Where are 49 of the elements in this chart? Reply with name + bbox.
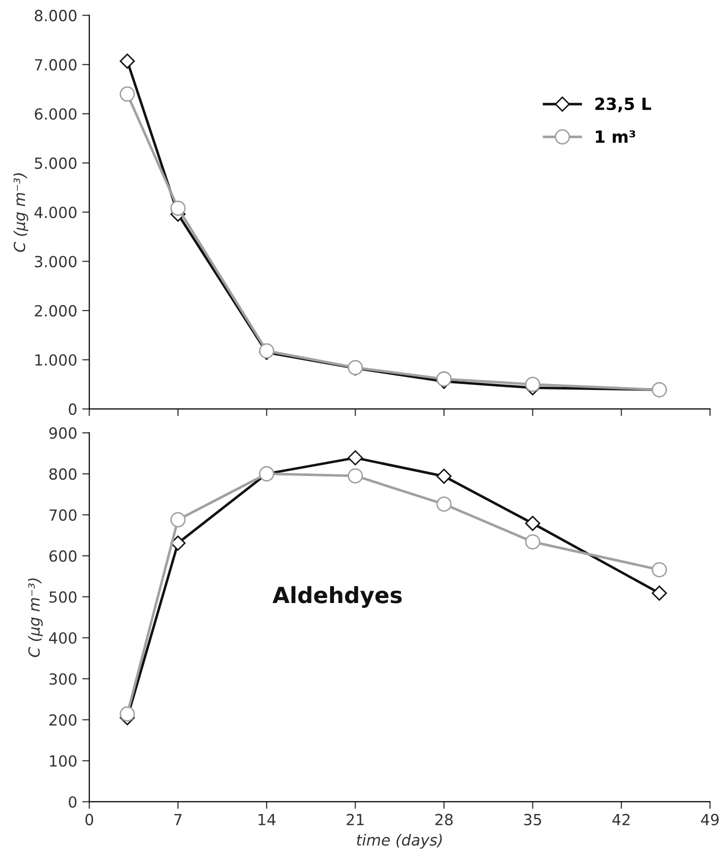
y-axis-title: C (µg m⁻³): [28, 578, 43, 658]
point: [120, 54, 135, 69]
y-tick-label: 800: [49, 468, 76, 480]
y-tick-label: 5.000: [34, 157, 76, 169]
x-tick-label: 7: [174, 814, 182, 826]
point: [170, 200, 186, 216]
point: [436, 468, 452, 484]
y-tick-label: 0: [68, 796, 76, 808]
y-tick-label: 300: [49, 673, 76, 685]
x-tick-label: 49: [701, 814, 719, 826]
point: [525, 534, 540, 550]
point: [348, 468, 363, 484]
point: [525, 376, 540, 392]
point: [120, 706, 135, 722]
y-tick-label: 700: [50, 509, 76, 521]
legend-label: 23,5 L: [595, 98, 652, 112]
y-axis-title: C (µg m⁻³): [13, 173, 28, 252]
y-tick-label: 900: [49, 427, 76, 439]
point: [525, 516, 540, 531]
y-tick-label: 0: [68, 403, 76, 415]
x-tick-label: 42: [612, 814, 630, 826]
y-tick-label: 4.000: [34, 206, 76, 218]
y-tick-label: 2.000: [34, 305, 76, 317]
legend-label: 1 m³: [596, 130, 636, 143]
y-tick-label: 400: [49, 632, 76, 644]
x-tick-label: 28: [435, 814, 453, 826]
y-tick-label: 7.000: [35, 59, 76, 71]
x-axis-title: time (days): [356, 834, 442, 849]
x-tick-label: 14: [258, 814, 276, 826]
y-tick-label: 600: [49, 550, 76, 562]
point: [120, 86, 135, 102]
y-tick-label: 3.000: [34, 256, 76, 268]
annotation: Aldehdyes: [272, 586, 402, 608]
y-tick-label: 1.000: [35, 354, 76, 366]
y-tick-label: 200: [49, 714, 76, 726]
y-tick-label: 500: [50, 591, 76, 603]
x-tick-label: 35: [524, 814, 542, 826]
point: [652, 562, 667, 578]
x-tick-label: 0: [85, 814, 94, 826]
y-tick-label: 100: [50, 755, 76, 767]
point: [652, 586, 667, 601]
x-tick-label: 21: [346, 814, 364, 826]
y-tick-label: 8.000: [34, 10, 76, 22]
point: [170, 536, 186, 551]
point: [170, 512, 186, 528]
point: [436, 496, 452, 512]
point: [348, 450, 363, 466]
point: [436, 371, 452, 387]
y-tick-label: 6.000: [34, 108, 76, 120]
